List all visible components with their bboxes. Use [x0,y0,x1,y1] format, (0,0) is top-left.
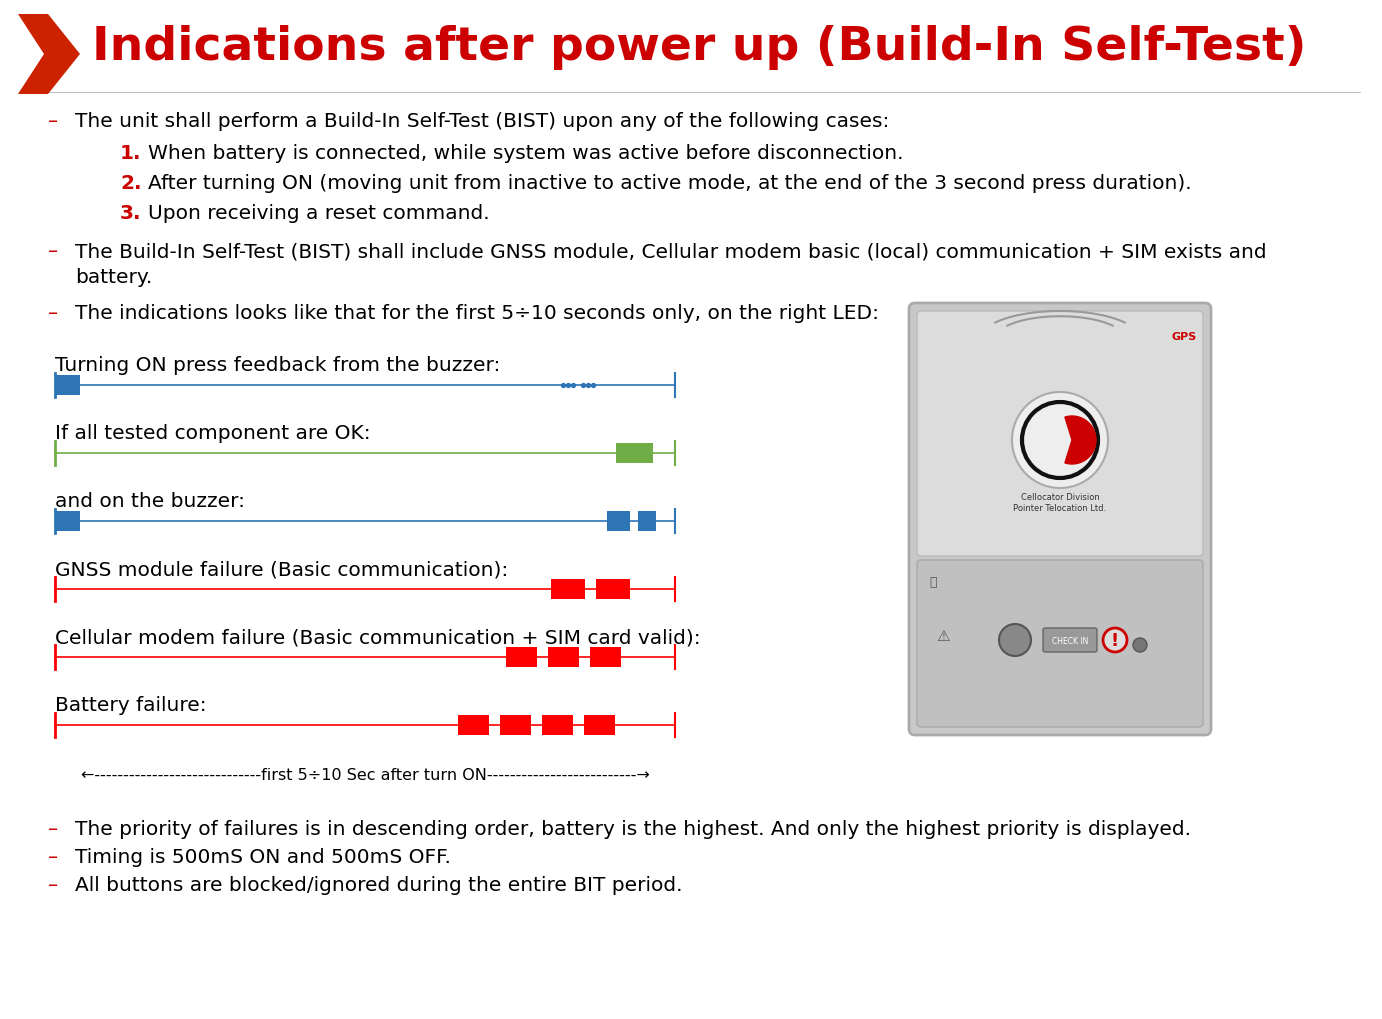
Text: Upon receiving a reset command.: Upon receiving a reset command. [148,204,489,223]
Bar [638,512,656,532]
Text: CHECK IN: CHECK IN [1052,636,1088,645]
Bar [547,647,579,667]
Text: Cellular modem failure (Basic communication + SIM card valid):: Cellular modem failure (Basic communicat… [55,628,701,646]
Bar [607,512,630,532]
FancyBboxPatch shape [918,312,1202,556]
Bar [585,715,615,736]
Text: GNSS module failure (Basic communication):: GNSS module failure (Basic communication… [55,559,509,579]
Text: After turning ON (moving unit from inactive to active mode, at the end of the 3 : After turning ON (moving unit from inact… [148,174,1191,193]
Circle shape [999,625,1031,656]
Text: Battery failure:: Battery failure: [55,695,207,714]
Text: 2.: 2. [120,174,141,193]
Bar [542,715,574,736]
Polygon shape [1066,417,1096,465]
Text: ←-----------------------------first 5÷10 Sec after turn ON----------------------: ←-----------------------------first 5÷10… [80,767,650,783]
Text: –: – [48,242,58,261]
Circle shape [1133,638,1147,652]
FancyBboxPatch shape [1043,629,1097,652]
Polygon shape [18,15,80,95]
Bar [55,512,80,532]
Text: All buttons are blocked/ignored during the entire BIT period.: All buttons are blocked/ignored during t… [75,875,683,894]
Text: –: – [48,875,58,894]
Bar [616,443,654,464]
Text: 1.: 1. [120,144,141,163]
Text: !: ! [1111,632,1119,649]
Bar [55,376,80,395]
Text: Timing is 500mS ON and 500mS OFF.: Timing is 500mS ON and 500mS OFF. [75,847,451,866]
Text: GPS: GPS [1172,331,1197,341]
Circle shape [1012,392,1108,488]
Circle shape [1103,629,1126,652]
Text: The Build-In Self-Test (BIST) shall include GNSS module, Cellular modem basic (l: The Build-In Self-Test (BIST) shall incl… [75,242,1267,261]
Text: 3.: 3. [120,204,141,223]
Text: When battery is connected, while system was active before disconnection.: When battery is connected, while system … [148,144,904,163]
FancyBboxPatch shape [909,304,1211,736]
Text: Turning ON press feedback from the buzzer:: Turning ON press feedback from the buzze… [55,356,500,375]
Text: and on the buzzer:: and on the buzzer: [55,491,245,511]
Text: If all tested component are OK:: If all tested component are OK: [55,424,370,442]
Text: Cellocator Division: Cellocator Division [1021,492,1099,501]
Bar [500,715,531,736]
Text: The priority of failures is in descending order, battery is the highest. And onl: The priority of failures is in descendin… [75,819,1191,839]
Text: 🔒: 🔒 [929,576,937,588]
Bar [596,580,630,599]
Text: –: – [48,819,58,839]
Text: The unit shall perform a Build-In Self-Test (BIST) upon any of the following cas: The unit shall perform a Build-In Self-T… [75,112,890,130]
Text: –: – [48,304,58,323]
Bar [506,647,536,667]
Bar [457,715,489,736]
Text: –: – [48,847,58,866]
FancyBboxPatch shape [918,560,1202,728]
Text: The indications looks like that for the first 5÷10 seconds only, on the right LE: The indications looks like that for the … [75,304,879,323]
Bar [590,647,621,667]
Text: –: – [48,112,58,130]
Text: Indications after power up (Build-In Self-Test): Indications after power up (Build-In Sel… [93,25,1306,70]
Bar [551,580,585,599]
Text: Pointer Telocation Ltd.: Pointer Telocation Ltd. [1013,503,1107,513]
Text: ⚠: ⚠ [936,628,949,643]
Text: battery.: battery. [75,268,152,286]
